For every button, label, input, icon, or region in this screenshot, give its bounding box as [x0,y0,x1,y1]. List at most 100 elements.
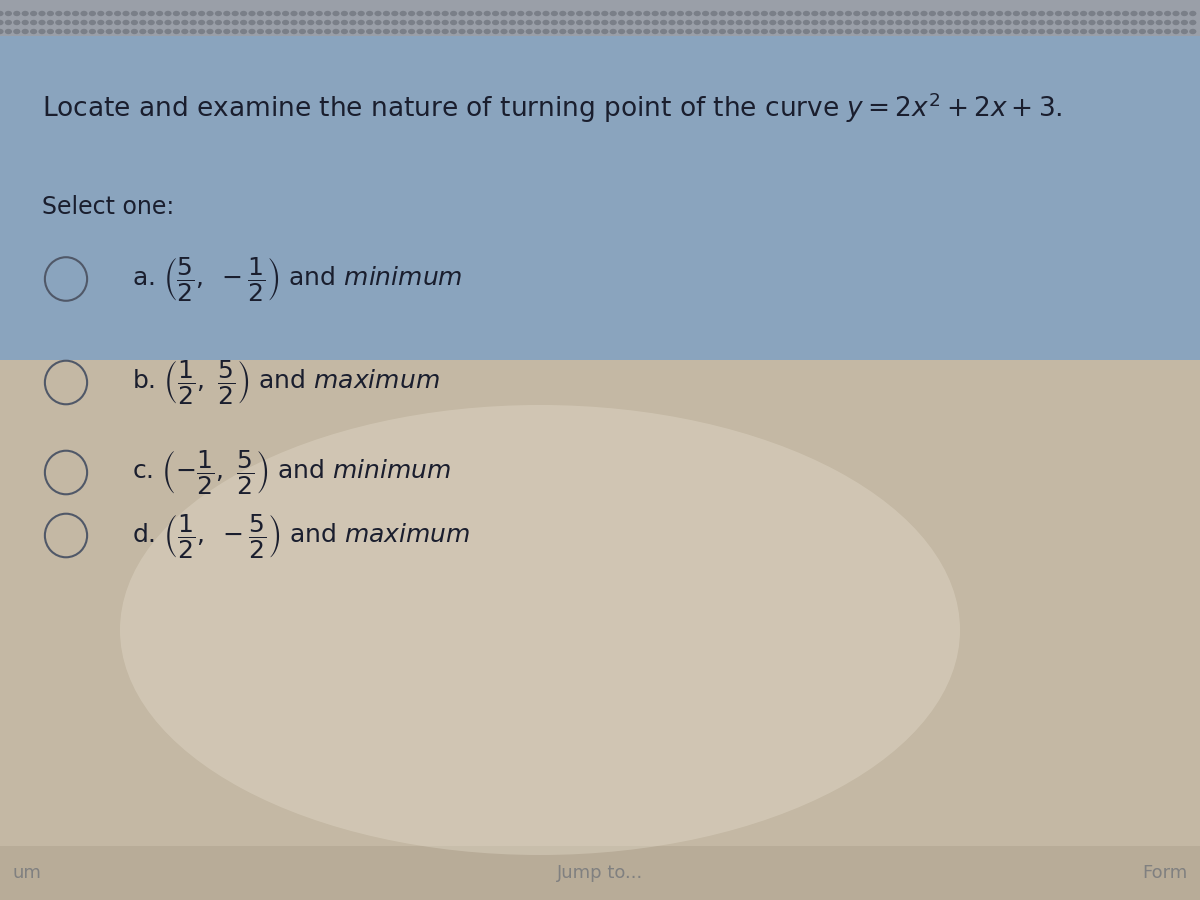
Circle shape [223,20,230,25]
Circle shape [1156,29,1163,34]
Circle shape [265,29,272,34]
Text: c. $\left(-\dfrac{1}{2},\ \dfrac{5}{2}\right)$ and $\mathit{minimum}$: c. $\left(-\dfrac{1}{2},\ \dfrac{5}{2}\r… [132,448,451,497]
Circle shape [1172,11,1180,16]
Circle shape [862,20,869,25]
Circle shape [702,11,709,16]
Circle shape [164,11,172,16]
Circle shape [618,29,625,34]
Circle shape [668,20,676,25]
Circle shape [358,20,365,25]
Circle shape [904,29,911,34]
Circle shape [358,11,365,16]
Circle shape [836,29,844,34]
Circle shape [702,29,709,34]
Circle shape [240,11,247,16]
Circle shape [408,20,415,25]
Circle shape [492,29,499,34]
Circle shape [106,29,113,34]
Circle shape [1063,11,1070,16]
Circle shape [794,20,802,25]
Circle shape [920,11,928,16]
Circle shape [996,11,1003,16]
Circle shape [139,11,146,16]
Circle shape [1038,29,1045,34]
Circle shape [64,20,71,25]
Circle shape [366,29,373,34]
Circle shape [769,11,776,16]
Circle shape [290,11,298,16]
Circle shape [458,29,466,34]
Circle shape [1172,29,1180,34]
Circle shape [442,11,449,16]
Circle shape [828,11,835,16]
Circle shape [971,29,978,34]
Circle shape [584,20,592,25]
Circle shape [198,29,205,34]
Circle shape [433,20,440,25]
Circle shape [509,11,516,16]
Circle shape [937,11,944,16]
Bar [0,0,1200,36]
Circle shape [299,29,306,34]
Circle shape [1181,11,1188,16]
Circle shape [215,20,222,25]
Text: Jump to...: Jump to... [557,864,643,882]
Circle shape [232,29,239,34]
Circle shape [904,11,911,16]
Circle shape [198,11,205,16]
Circle shape [349,20,356,25]
Circle shape [870,11,877,16]
Circle shape [1080,11,1087,16]
Circle shape [156,29,163,34]
Circle shape [601,20,608,25]
Circle shape [64,11,71,16]
Circle shape [752,20,760,25]
Circle shape [542,20,550,25]
Circle shape [206,20,214,25]
Text: Locate and examine the nature of turning point of the curve $y = 2x^2 + 2x + 3$.: Locate and examine the nature of turning… [42,91,1062,125]
Circle shape [769,29,776,34]
Circle shape [610,11,617,16]
Circle shape [786,29,793,34]
Circle shape [979,11,986,16]
Circle shape [324,29,331,34]
Bar [0,360,1200,846]
Circle shape [1164,29,1171,34]
Circle shape [97,29,104,34]
Circle shape [374,20,382,25]
Circle shape [996,29,1003,34]
Circle shape [173,11,180,16]
Circle shape [416,20,424,25]
Circle shape [752,29,760,34]
Circle shape [1105,11,1112,16]
Circle shape [677,11,684,16]
Circle shape [500,11,508,16]
Circle shape [1147,20,1154,25]
Circle shape [652,11,659,16]
Circle shape [954,29,961,34]
Circle shape [13,11,20,16]
Circle shape [836,20,844,25]
Circle shape [761,11,768,16]
Circle shape [55,29,62,34]
Circle shape [694,20,701,25]
Circle shape [416,29,424,34]
Circle shape [576,11,583,16]
Text: Form: Form [1142,864,1188,882]
Circle shape [584,29,592,34]
Circle shape [13,29,20,34]
Circle shape [794,29,802,34]
Circle shape [374,29,382,34]
Circle shape [685,20,692,25]
Circle shape [593,20,600,25]
Circle shape [803,20,810,25]
Circle shape [425,11,432,16]
Text: um: um [12,864,41,882]
Circle shape [38,11,46,16]
Circle shape [1055,20,1062,25]
Circle shape [979,20,986,25]
Circle shape [450,29,457,34]
Circle shape [1021,20,1028,25]
Circle shape [736,20,743,25]
Circle shape [383,20,390,25]
